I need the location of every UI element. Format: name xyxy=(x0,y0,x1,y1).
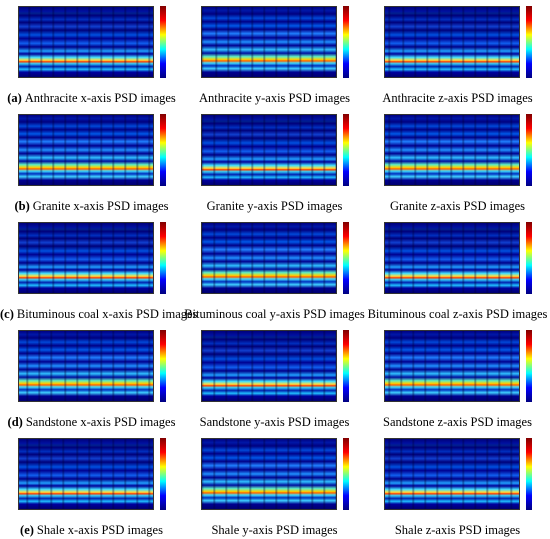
spectrogram xyxy=(18,114,154,186)
spectrogram xyxy=(384,438,520,510)
caption-label: (d) xyxy=(7,415,23,429)
caption-label: (e) xyxy=(20,523,34,537)
spectrogram xyxy=(201,330,337,402)
colorbar xyxy=(343,222,349,294)
caption: Bituminous coal z-axis PSD images xyxy=(366,307,549,322)
caption: Granite y-axis PSD images xyxy=(183,199,366,214)
spectrogram-texture xyxy=(19,439,153,509)
caption: (b) Granite x-axis PSD images xyxy=(0,199,183,214)
caption-label: (c) xyxy=(0,307,14,321)
spectrogram xyxy=(18,330,154,402)
caption-label: (a) xyxy=(7,91,22,105)
caption: (e) Shale x-axis PSD images xyxy=(0,523,183,538)
psd-image xyxy=(187,108,363,196)
spectrogram-texture xyxy=(385,439,519,509)
colorbar xyxy=(160,330,166,402)
psd-image xyxy=(370,108,546,196)
caption: Sandstone y-axis PSD images xyxy=(183,415,366,430)
psd-image xyxy=(4,324,180,412)
spectrogram-texture xyxy=(202,7,336,77)
colorbar xyxy=(526,438,532,510)
caption: Anthracite z-axis PSD images xyxy=(366,91,549,106)
spectrogram-texture xyxy=(202,331,336,401)
spectrogram-texture xyxy=(19,7,153,77)
spectrogram-texture xyxy=(202,439,336,509)
spectrogram xyxy=(384,330,520,402)
caption: Shale y-axis PSD images xyxy=(183,523,366,538)
caption-text: Granite y-axis PSD images xyxy=(206,199,343,213)
spectrogram xyxy=(18,6,154,78)
psd-image xyxy=(370,0,546,88)
caption-text: Bituminous coal x-axis PSD images xyxy=(16,307,198,321)
caption-text: Sandstone y-axis PSD images xyxy=(199,415,350,429)
spectrogram-texture xyxy=(385,115,519,185)
colorbar xyxy=(526,222,532,294)
colorbar xyxy=(343,114,349,186)
caption-text: Shale x-axis PSD images xyxy=(36,523,163,537)
spectrogram xyxy=(201,438,337,510)
colorbar xyxy=(343,6,349,78)
colorbar xyxy=(526,6,532,78)
psd-image xyxy=(187,0,363,88)
spectrogram xyxy=(18,438,154,510)
spectrogram-texture xyxy=(385,331,519,401)
caption: Sandstone z-axis PSD images xyxy=(366,415,549,430)
psd-image xyxy=(370,216,546,304)
psd-image xyxy=(187,432,363,520)
spectrogram-texture xyxy=(19,331,153,401)
caption: Granite z-axis PSD images xyxy=(366,199,549,214)
caption-text: Bituminous coal y-axis PSD images xyxy=(184,307,365,321)
spectrogram xyxy=(18,222,154,294)
spectrogram-texture xyxy=(19,115,153,185)
caption: Anthracite y-axis PSD images xyxy=(183,91,366,106)
caption-text: Bituminous coal z-axis PSD images xyxy=(367,307,548,321)
spectrogram xyxy=(201,114,337,186)
caption-text: Sandstone x-axis PSD images xyxy=(25,415,176,429)
colorbar xyxy=(526,114,532,186)
caption-text: Shale z-axis PSD images xyxy=(394,523,521,537)
colorbar xyxy=(343,330,349,402)
spectrogram xyxy=(201,6,337,78)
spectrogram xyxy=(384,114,520,186)
spectrogram xyxy=(201,222,337,294)
colorbar xyxy=(526,330,532,402)
caption: Shale z-axis PSD images xyxy=(366,523,549,538)
spectrogram-texture xyxy=(202,223,336,293)
caption-text: Sandstone z-axis PSD images xyxy=(383,415,532,429)
caption-text: Anthracite z-axis PSD images xyxy=(382,91,533,105)
psd-image xyxy=(4,432,180,520)
spectrogram-texture xyxy=(385,223,519,293)
psd-image xyxy=(370,324,546,412)
caption-text: Granite x-axis PSD images xyxy=(32,199,169,213)
psd-image xyxy=(4,216,180,304)
spectrogram xyxy=(384,6,520,78)
psd-image xyxy=(4,0,180,88)
colorbar xyxy=(160,114,166,186)
spectrogram-texture xyxy=(19,223,153,293)
psd-image xyxy=(370,432,546,520)
caption-text: Anthracite y-axis PSD images xyxy=(198,91,350,105)
colorbar xyxy=(160,6,166,78)
psd-image xyxy=(187,216,363,304)
caption-label: (b) xyxy=(14,199,30,213)
spectrogram-texture xyxy=(385,7,519,77)
psd-image xyxy=(4,108,180,196)
spectrogram-texture xyxy=(202,115,336,185)
psd-image xyxy=(187,324,363,412)
caption-text: Granite z-axis PSD images xyxy=(389,199,526,213)
colorbar xyxy=(160,438,166,510)
caption: (d) Sandstone x-axis PSD images xyxy=(0,415,183,430)
caption: Bituminous coal y-axis PSD images xyxy=(183,307,366,322)
caption-text: Anthracite x-axis PSD images xyxy=(24,91,176,105)
caption: (a) Anthracite x-axis PSD images xyxy=(0,91,183,106)
caption-text: Shale y-axis PSD images xyxy=(211,523,338,537)
caption: (c) Bituminous coal x-axis PSD images xyxy=(0,307,197,322)
colorbar xyxy=(343,438,349,510)
spectrogram xyxy=(384,222,520,294)
colorbar xyxy=(160,222,166,294)
